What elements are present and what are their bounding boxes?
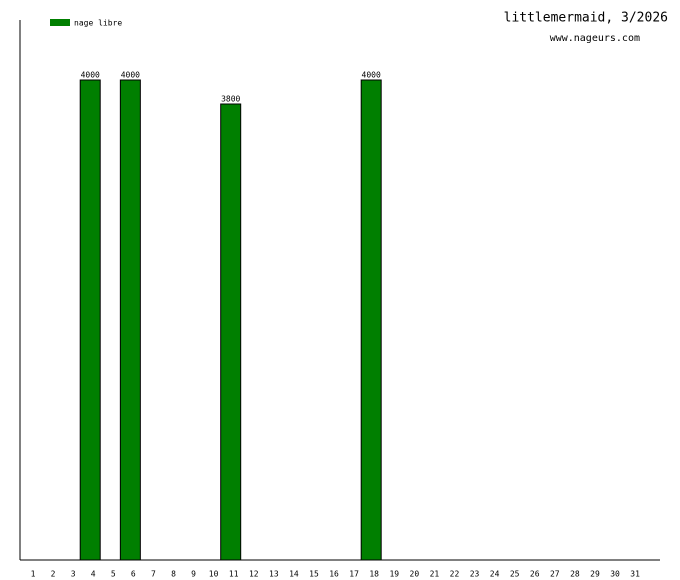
x-tick-label: 1	[31, 570, 36, 579]
x-tick-label: 29	[590, 570, 600, 579]
x-tick-label: 6	[131, 570, 136, 579]
bar	[360, 79, 382, 561]
x-tick-label: 20	[410, 570, 420, 579]
x-tick-label: 30	[610, 570, 620, 579]
value-label: 3800	[221, 95, 240, 104]
bar	[119, 79, 141, 561]
x-tick-label: 22	[450, 570, 460, 579]
chart-title: littlemermaid, 3/2026	[504, 11, 668, 26]
value-label: 4000	[362, 71, 381, 80]
bar	[79, 79, 101, 561]
x-tick-label: 23	[470, 570, 480, 579]
x-tick-label: 3	[71, 570, 76, 579]
x-tick-label: 15	[309, 570, 319, 579]
bar	[220, 103, 242, 561]
legend-swatch	[50, 19, 70, 26]
x-tick-label: 14	[289, 570, 299, 579]
x-tick-label: 9	[191, 570, 196, 579]
x-tick-label: 31	[630, 570, 640, 579]
x-tick-label: 18	[369, 570, 379, 579]
x-tick-label: 16	[329, 570, 339, 579]
x-tick-label: 27	[550, 570, 560, 579]
x-tick-label: 5	[111, 570, 116, 579]
x-tick-label: 4	[91, 570, 96, 579]
x-tick-label: 24	[490, 570, 500, 579]
x-tick-label: 25	[510, 570, 520, 579]
x-tick-label: 10	[209, 570, 219, 579]
value-label: 4000	[121, 71, 140, 80]
x-tick-label: 7	[151, 570, 156, 579]
value-label: 4000	[81, 71, 100, 80]
x-tick-label: 2	[51, 570, 56, 579]
chart-subtitle: www.nageurs.com	[550, 33, 640, 44]
x-tick-label: 21	[430, 570, 440, 579]
legend-label: nage libre	[74, 19, 122, 28]
x-tick-label: 28	[570, 570, 580, 579]
x-tick-label: 13	[269, 570, 279, 579]
x-tick-label: 26	[530, 570, 540, 579]
x-tick-label: 12	[249, 570, 259, 579]
x-tick-label: 8	[171, 570, 176, 579]
x-tick-label: 11	[229, 570, 239, 579]
x-tick-label: 19	[389, 570, 399, 579]
x-tick-label: 17	[349, 570, 359, 579]
